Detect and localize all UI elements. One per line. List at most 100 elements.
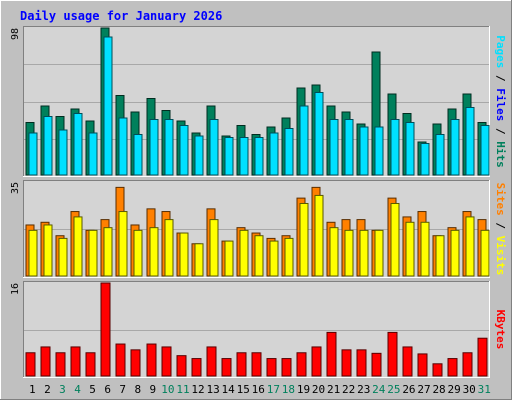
x-tick-label: 8 (134, 383, 141, 396)
x-tick-label: 9 (150, 383, 157, 396)
bar-sites-day-14 (224, 240, 234, 277)
bar-pages-day-23 (359, 126, 369, 176)
x-tick-label: 20 (312, 383, 325, 396)
bar-pages-day-9 (149, 119, 159, 176)
bar-sites-day-5 (88, 229, 98, 277)
bar-pages-day-28 (435, 134, 445, 176)
bar-pages-day-26 (405, 122, 415, 176)
x-tick-label: 13 (206, 383, 219, 396)
x-tick-label: 6 (104, 383, 111, 396)
bar-sites-day-26 (405, 221, 415, 277)
x-tick-label: 3 (59, 383, 66, 396)
bar-sites-day-30 (465, 216, 475, 277)
bar-sites-day-8 (133, 229, 143, 277)
legend-label: KBytes (494, 310, 507, 350)
legend-label-part: Pages (494, 35, 507, 68)
bar-kbytes-day-28 (432, 363, 443, 377)
bar-pages-day-1 (28, 132, 38, 176)
bar-sites-day-10 (164, 219, 174, 277)
bar-pages-day-24 (374, 126, 384, 176)
x-tick-label: 24 (372, 383, 386, 396)
bar-sites-day-24 (374, 229, 384, 277)
bar-sites-day-9 (149, 227, 159, 277)
legend-label-part: Sites (494, 183, 507, 216)
legend-label-part: Hits (494, 141, 507, 168)
bar-sites-day-22 (344, 229, 354, 277)
bar-kbytes-day-18 (281, 358, 292, 377)
bar-sites-day-12 (194, 243, 204, 277)
x-tick-label: 11 (176, 383, 189, 396)
bar-kbytes-day-30 (462, 352, 473, 377)
x-tick-label: 17 (267, 383, 280, 396)
y-axis-max-label: 16 (10, 283, 21, 295)
y-axis-max-label: 35 (10, 182, 21, 194)
x-tick-label: 21 (327, 383, 340, 396)
bar-sites-day-2 (43, 224, 53, 277)
legend-label: Sites / Visits (494, 183, 507, 276)
bar-kbytes-day-21 (326, 331, 337, 377)
x-tick-label: 16 (252, 383, 265, 396)
bar-kbytes-day-25 (387, 331, 398, 377)
bar-pages-day-25 (390, 119, 400, 176)
bar-pages-day-27 (420, 143, 430, 176)
x-tick-label: 19 (297, 383, 310, 396)
bar-pages-day-14 (224, 137, 234, 176)
bar-kbytes-day-8 (130, 349, 141, 377)
bar-sites-day-27 (420, 221, 430, 277)
x-tick-label: 10 (161, 383, 174, 396)
bar-sites-day-11 (179, 232, 189, 277)
bar-kbytes-day-14 (221, 358, 232, 377)
bar-pages-day-11 (179, 125, 189, 176)
bar-kbytes-day-16 (251, 352, 262, 377)
bar-kbytes-day-3 (55, 352, 66, 377)
bar-kbytes-day-10 (161, 346, 172, 377)
x-tick-label: 30 (463, 383, 476, 396)
bar-pages-day-2 (43, 116, 53, 176)
bar-pages-day-22 (344, 119, 354, 176)
legend-label-part: / (494, 216, 507, 236)
bar-sites-day-29 (450, 229, 460, 277)
y-axis-max-label: 98 (10, 28, 21, 40)
bar-kbytes-day-6 (100, 282, 111, 377)
bar-kbytes-day-20 (311, 346, 322, 377)
bar-kbytes-day-22 (341, 349, 352, 377)
x-tick-label: 5 (89, 383, 96, 396)
bar-kbytes-day-26 (402, 346, 413, 377)
bar-kbytes-day-13 (206, 346, 217, 377)
bar-kbytes-day-29 (447, 358, 458, 377)
bar-sites-day-20 (314, 194, 324, 277)
x-tick-label: 28 (432, 383, 445, 396)
bar-kbytes-day-17 (266, 358, 277, 377)
chart-title: Daily usage for January 2026 (20, 9, 222, 23)
x-tick-label: 12 (191, 383, 204, 396)
bar-pages-day-21 (329, 119, 339, 176)
bar-pages-day-31 (480, 125, 490, 176)
bar-pages-day-18 (284, 128, 294, 176)
legend-label-part: KBytes (494, 310, 507, 350)
bar-kbytes-day-19 (296, 352, 307, 377)
x-tick-label: 2 (44, 383, 51, 396)
bar-pages-day-20 (314, 92, 324, 176)
legend-label-part: / (494, 68, 507, 88)
x-tick-label: 14 (222, 383, 236, 396)
bar-kbytes-day-7 (115, 343, 126, 377)
x-tick-label: 7 (119, 383, 126, 396)
bar-sites-day-4 (73, 216, 83, 277)
bar-sites-day-21 (329, 227, 339, 277)
bar-sites-day-7 (118, 211, 128, 277)
bar-pages-day-8 (133, 134, 143, 176)
bar-sites-day-25 (390, 202, 400, 277)
bar-pages-day-19 (299, 105, 309, 176)
bar-pages-day-16 (254, 137, 264, 176)
bar-pages-day-12 (194, 135, 204, 176)
bar-pages-day-29 (450, 119, 460, 176)
bar-sites-day-31 (480, 229, 490, 277)
bar-pages-day-4 (73, 113, 83, 176)
bar-pages-day-7 (118, 117, 128, 176)
bar-pages-day-17 (269, 132, 279, 176)
x-tick-label: 18 (282, 383, 295, 396)
bar-kbytes-day-5 (85, 352, 96, 377)
bar-kbytes-day-1 (25, 352, 36, 377)
x-tick-label: 25 (387, 383, 400, 396)
bar-sites-day-6 (103, 227, 113, 277)
